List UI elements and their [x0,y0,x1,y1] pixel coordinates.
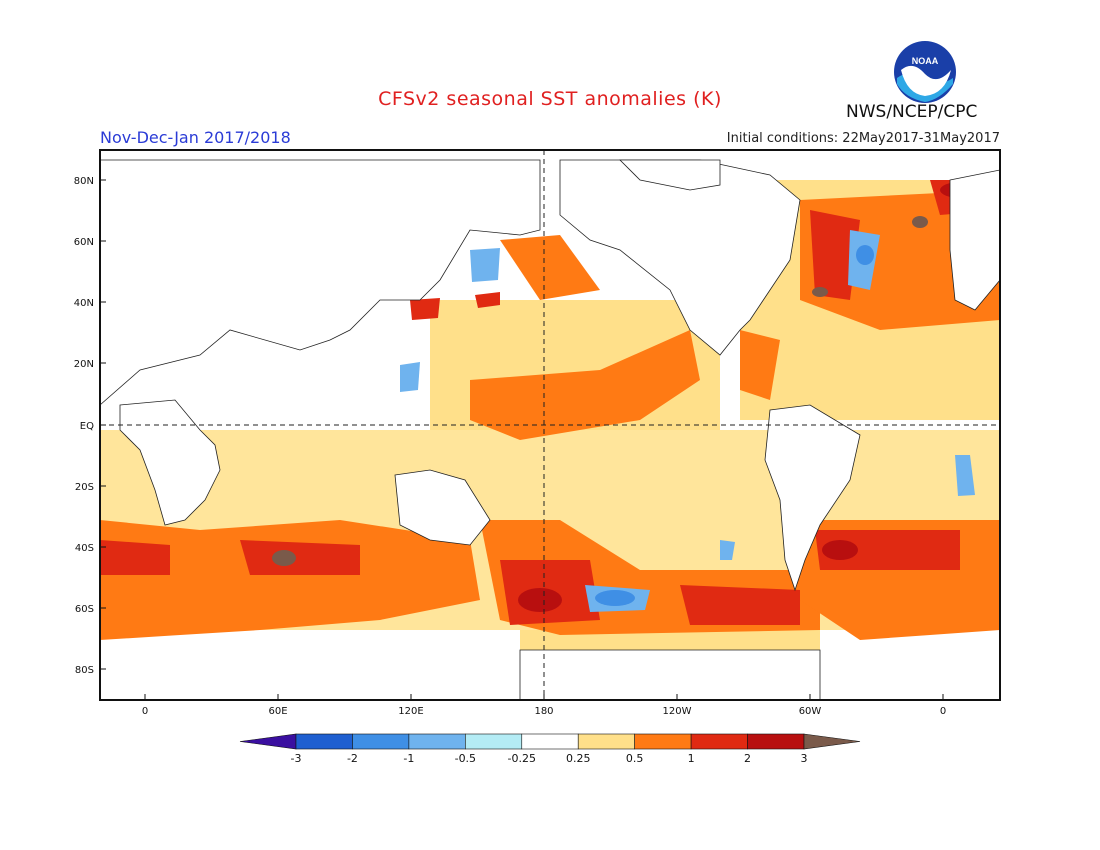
anomaly-field [100,150,1000,700]
colorbar-box [690,733,748,750]
colorbar-box [747,733,805,750]
colorbar-box [408,733,466,750]
lon-label-0-west: 0 [142,706,148,717]
colorbar-low-triangle [239,733,297,750]
colorbar-tick-label: 0.25 [566,752,591,765]
lat-label-60n: 60N [74,237,94,248]
lat-label-20s: 20S [75,482,94,493]
colorbar-tick-label: 2 [744,752,751,765]
map-frame [99,149,1001,701]
lat-label-40n: 40N [74,298,94,309]
colorbar-box [352,733,410,750]
colorbar-tick-label: -0.25 [508,752,536,765]
colorbar-tick-label: 0.5 [626,752,644,765]
colorbar-tick-label: -2 [347,752,358,765]
colorbar-box [465,733,523,750]
lon-label-0-east: 0 [940,706,946,717]
colorbar-tick-label: -0.5 [455,752,476,765]
map-title: CFSv2 seasonal SST anomalies (K) [378,88,722,110]
lon-label-180: 180 [534,706,553,717]
initial-conditions: Initial conditions: 22May2017-31May2017 [726,131,1000,146]
colorbar-tick-label: 3 [801,752,808,765]
agency-label: NWS/NCEP/CPC [846,102,978,122]
forecast-period: Nov-Dec-Jan 2017/2018 [100,128,291,147]
lat-label-40s: 40S [75,543,94,554]
colorbar-box [577,733,635,750]
colorbar: -3 -2 -1 -0.5 -0.25 0.25 0.5 1 2 3 [239,733,861,765]
colorbar-tick-label: -1 [403,752,414,765]
colorbar-tick-label: 1 [688,752,695,765]
lat-label-80s: 80S [75,665,94,676]
lat-label-eq: EQ [80,421,94,432]
lon-label-120w: 120W [663,706,692,717]
noaa-logo: NOAA [894,41,956,103]
svg-text:NOAA: NOAA [912,56,939,66]
lat-label-60s: 60S [75,604,94,615]
colorbar-box [295,733,353,750]
lon-label-60w: 60W [799,706,822,717]
colorbar-box [521,733,579,750]
colorbar-box [634,733,692,750]
colorbar-tick-label: -3 [291,752,302,765]
lon-label-120e: 120E [398,706,423,717]
lat-label-80n: 80N [74,176,94,187]
colorbar-high-triangle [803,733,861,750]
lon-label-60e: 60E [268,706,287,717]
lat-label-20n: 20N [74,359,94,370]
